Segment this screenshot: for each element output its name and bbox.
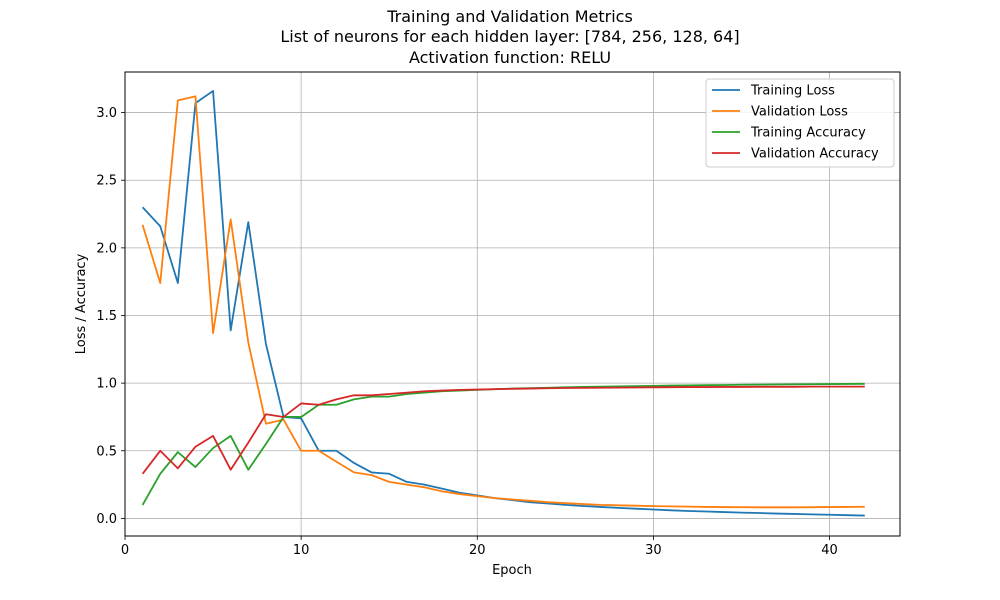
chart-subtitle-line-2: Activation function: RELU xyxy=(409,48,611,67)
series-lines xyxy=(141,90,865,517)
legend-label-training-loss: Training Loss xyxy=(750,84,835,99)
grid-lines xyxy=(124,72,900,536)
x-axis-label: Epoch xyxy=(492,563,532,578)
y-tick-label: 0.0 xyxy=(96,512,117,527)
legend-box xyxy=(705,78,895,168)
series-line-training-accuracy xyxy=(141,382,865,506)
x-tick-label: 20 xyxy=(469,543,486,558)
y-ticks: 0.0 0.5 1.0 1.5 2.0 2.5 3.0 xyxy=(96,106,125,527)
y-tick-label: 2.0 xyxy=(96,241,117,256)
x-ticks: 0 10 20 30 40 xyxy=(121,536,838,558)
x-tick-label: 0 xyxy=(121,543,129,558)
chart-subtitle-line-1: List of neurons for each hidden layer: [… xyxy=(280,27,739,46)
y-tick-label: 3.0 xyxy=(96,106,117,121)
y-axis-label: Loss / Accuracy xyxy=(74,253,89,354)
legend-label-training-accuracy: Training Accuracy xyxy=(750,126,866,141)
y-tick-label: 2.5 xyxy=(96,174,117,189)
y-tick-label: 1.5 xyxy=(96,309,117,324)
x-tick-label: 10 xyxy=(293,543,310,558)
x-tick-label: 40 xyxy=(821,543,838,558)
series-line-validation-loss xyxy=(141,95,865,509)
series-line-validation-accuracy xyxy=(141,385,865,475)
chart-title: Training and Validation Metrics xyxy=(386,7,633,26)
x-tick-label: 30 xyxy=(645,543,662,558)
plot-frame xyxy=(124,71,901,537)
legend-label-validation-accuracy: Validation Accuracy xyxy=(751,147,879,162)
y-tick-label: 0.5 xyxy=(96,444,117,459)
legend-label-validation-loss: Validation Loss xyxy=(751,105,848,120)
legend: Training Loss Validation Loss Training Acc… xyxy=(705,78,895,168)
y-tick-label: 1.0 xyxy=(96,377,117,392)
